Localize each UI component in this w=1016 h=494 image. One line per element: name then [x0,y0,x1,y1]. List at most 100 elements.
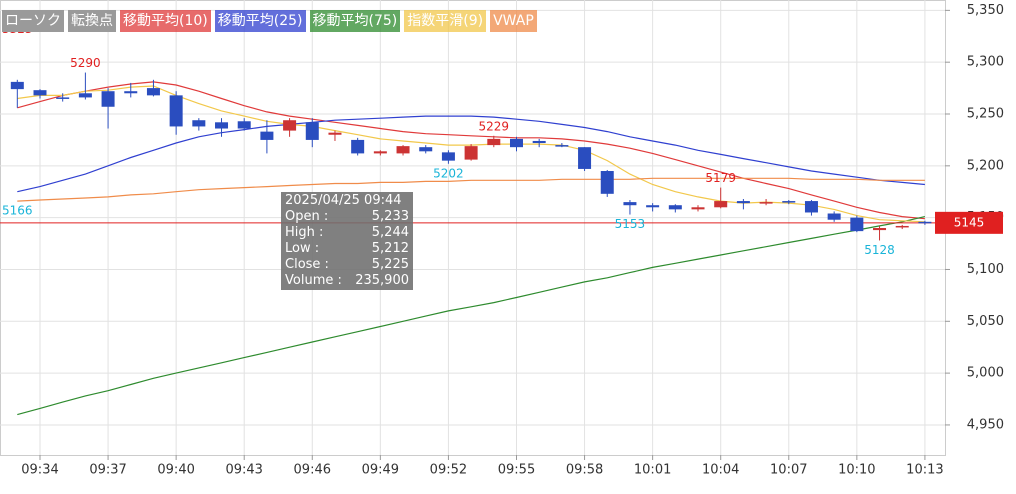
candle-body [464,146,478,160]
tooltip-row: Volume : 235,900 [285,273,409,289]
tooltip-row: Low : 5,212 [285,241,409,257]
last-price-box [935,211,1003,234]
y-tick-label: 5,100 [967,262,1004,277]
candle-body [804,201,818,213]
toggle-button[interactable]: ローソク [2,10,64,32]
candle-body [169,95,183,127]
y-tick-label: 5,350 [967,3,1004,18]
plot-area [0,0,946,456]
tooltip-row: High : 5,244 [285,225,409,241]
x-tick-label: 09:52 [430,463,467,478]
candle-body [850,217,864,232]
x-tick-label: 09:58 [566,463,603,478]
candle-body [146,88,160,96]
x-tick-label: 09:34 [21,463,58,478]
y-tick-label: 5,300 [967,55,1004,70]
candle-body [215,122,229,129]
x-tick-label: 10:04 [702,463,739,478]
indicator-line [17,177,925,202]
candle-body [827,213,841,220]
tooltip-value: 235,900 [355,273,409,288]
tooltip-row: Close : 5,225 [285,257,409,273]
tooltip-value: 5,212 [371,241,409,256]
price-annotation: 5229 [479,119,510,133]
x-tick-label: 10:13 [906,463,943,478]
tooltip-value: 5,244 [371,225,409,240]
candle-body [623,202,637,206]
x-tick-label: 10:10 [838,463,875,478]
tooltip-label: Low : [285,241,320,256]
candle-body [782,201,796,203]
legend-button[interactable]: 移動平均(25) [214,10,306,32]
tooltip-row: Open : 5,233 [285,209,409,225]
tooltip-time: 2025/04/25 09:44 [285,193,402,208]
legend-button[interactable]: 指数平滑(9) [404,10,487,32]
candle-body [509,138,523,148]
legend-button[interactable]: 移動平均(10) [120,10,211,32]
candle-body [895,225,909,228]
candle-body [419,147,433,152]
candle-body [396,146,410,154]
tooltip-label: Volume : [285,273,342,288]
candle-body [373,151,387,154]
y-tick-label: 5,000 [967,366,1004,381]
candle-body [646,205,660,208]
price-annotation: 5153 [615,217,646,231]
candle-body [33,90,47,96]
tooltip-value: 5,225 [371,257,409,272]
candle-body [10,81,24,90]
candle-body [124,91,138,94]
candle-body [56,97,70,99]
candle-body [305,122,319,140]
y-tick-label: 5,200 [967,158,1004,173]
x-tick-label: 10:07 [770,463,807,478]
y-tick-label: 5,050 [967,314,1004,329]
candle-body [441,152,455,161]
candle-body [237,121,251,129]
toggle-button[interactable]: 転換点 [68,10,116,32]
tooltip-label: High : [285,225,324,240]
tooltip: 2025/04/25 09:44 Open :5,233 High :5,244 L… [281,192,413,290]
legend-button[interactable]: VWAP [490,10,537,32]
candle-body [101,91,115,107]
x-tick-label: 10:01 [634,463,671,478]
tooltip-label: Open : [285,209,329,224]
x-tick-label: 09:43 [225,463,262,478]
last-price-label: 5145 [954,215,985,229]
candle-body [873,228,887,231]
candle-body [600,171,614,194]
indicator-line [17,81,925,220]
price-annotation: 5128 [864,243,895,257]
price-annotation: 5179 [705,171,736,185]
candle-body [736,201,750,204]
indicator-line [17,115,925,193]
candle-body [759,202,773,204]
candle-body [532,140,546,144]
legend-button[interactable]: 移動平均(75) [309,10,401,32]
x-tick-label: 09:46 [294,463,331,478]
candle-body [283,120,297,131]
x-tick-label: 09:40 [157,463,194,478]
tooltip-label: Close : [285,257,329,272]
candle-body [487,138,501,146]
x-tick-label: 09:37 [89,463,126,478]
legend: ローソク 転換点 移動平均(10) 移動平均(25) 移動平均(75) 指数平滑(9) VW… [2,10,537,32]
candle-body [328,132,342,135]
x-tick-label: 09:49 [362,463,399,478]
candle-body [918,221,932,224]
candle-body [192,120,206,127]
candle-body [260,131,274,140]
price-annotation: 5290 [70,56,101,70]
candle-body [691,207,705,210]
candle-body [714,201,728,208]
candle-body [578,147,592,169]
y-tick-label: 5,250 [967,107,1004,122]
price-annotation: 5202 [433,166,464,180]
candle-body [351,139,365,154]
candle-body [555,145,569,147]
price-annotation: 5166 [2,204,33,218]
tooltip-value: 5,233 [371,209,409,224]
y-tick-label: 4,950 [967,417,1004,432]
